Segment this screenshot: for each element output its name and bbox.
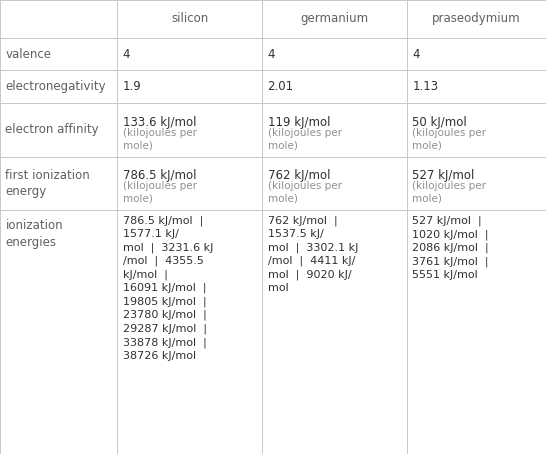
Text: (kilojoules per
mole): (kilojoules per mole) bbox=[412, 128, 486, 150]
Text: (kilojoules per
mole): (kilojoules per mole) bbox=[268, 128, 342, 150]
Text: 1.13: 1.13 bbox=[412, 80, 438, 93]
Text: first ionization
energy: first ionization energy bbox=[5, 169, 90, 198]
Text: 4: 4 bbox=[123, 48, 130, 60]
Text: germanium: germanium bbox=[300, 12, 369, 25]
Text: (kilojoules per
mole): (kilojoules per mole) bbox=[412, 181, 486, 204]
Text: electronegativity: electronegativity bbox=[5, 80, 106, 93]
Text: 527 kJ/mol: 527 kJ/mol bbox=[412, 169, 474, 183]
Text: 119 kJ/mol: 119 kJ/mol bbox=[268, 116, 330, 129]
Text: 786.5 kJ/mol: 786.5 kJ/mol bbox=[123, 169, 197, 183]
Text: 762 kJ/mol: 762 kJ/mol bbox=[268, 169, 330, 183]
Text: ionization
energies: ionization energies bbox=[5, 219, 63, 249]
Text: 786.5 kJ/mol  |
1577.1 kJ/
mol  |  3231.6 kJ
/mol  |  4355.5
kJ/mol  |
16091 kJ/: 786.5 kJ/mol | 1577.1 kJ/ mol | 3231.6 k… bbox=[123, 216, 213, 360]
Text: (kilojoules per
mole): (kilojoules per mole) bbox=[123, 181, 197, 204]
Text: 4: 4 bbox=[412, 48, 420, 60]
Text: 133.6 kJ/mol: 133.6 kJ/mol bbox=[123, 116, 197, 129]
Text: 527 kJ/mol  |
1020 kJ/mol  |
2086 kJ/mol  |
3761 kJ/mol  |
5551 kJ/mol: 527 kJ/mol | 1020 kJ/mol | 2086 kJ/mol |… bbox=[412, 216, 489, 280]
Text: electron affinity: electron affinity bbox=[5, 123, 99, 136]
Text: 762 kJ/mol  |
1537.5 kJ/
mol  |  3302.1 kJ
/mol  |  4411 kJ/
mol  |  9020 kJ/
mo: 762 kJ/mol | 1537.5 kJ/ mol | 3302.1 kJ … bbox=[268, 216, 358, 293]
Text: 50 kJ/mol: 50 kJ/mol bbox=[412, 116, 467, 129]
Text: 2.01: 2.01 bbox=[268, 80, 294, 93]
Text: (kilojoules per
mole): (kilojoules per mole) bbox=[268, 181, 342, 204]
Text: valence: valence bbox=[5, 48, 51, 60]
Text: praseodymium: praseodymium bbox=[432, 12, 521, 25]
Text: silicon: silicon bbox=[171, 12, 209, 25]
Text: (kilojoules per
mole): (kilojoules per mole) bbox=[123, 128, 197, 150]
Text: 4: 4 bbox=[268, 48, 275, 60]
Text: 1.9: 1.9 bbox=[123, 80, 141, 93]
